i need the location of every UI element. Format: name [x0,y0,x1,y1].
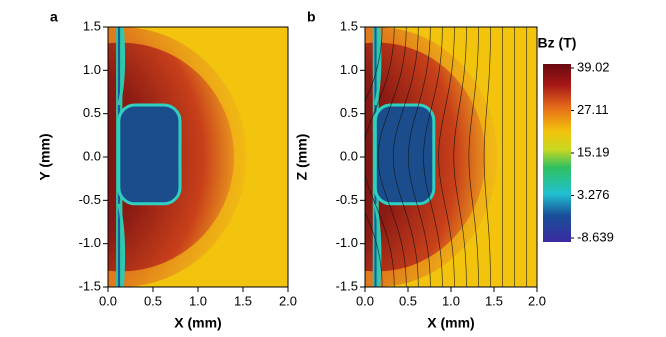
x-tick-label: 2.0 [279,293,297,308]
y-tick-label: 0.5 [340,105,358,120]
y-tick-label: -1.5 [79,278,101,293]
field-line [392,27,419,287]
heatmap-field [108,27,288,287]
field-line [438,27,455,287]
x-axis-label: X (mm) [174,315,221,331]
y-tick-label: 1.5 [340,18,358,33]
y-tick-label: -1.0 [336,235,358,250]
x-axis-label: X (mm) [427,315,474,331]
colorbar-tick-label: 3.276 [577,187,610,202]
panel-label: b [307,9,316,25]
y-axis-label: Y (mm) [37,133,53,180]
colorbar [543,64,571,242]
colorbar-title: Bz (T) [538,35,577,51]
colorbar-tick-label: 15.19 [577,144,610,159]
y-axis-label: Z (mm) [294,134,310,181]
x-tick-label: 1.0 [442,293,460,308]
y-tick-label: 1.0 [83,62,101,77]
panel-label: a [50,9,58,25]
field-cavity [117,103,182,206]
x-tick-label: 1.5 [234,293,252,308]
y-tick-label: 1.5 [83,18,101,33]
y-tick-label: 0.5 [83,105,101,120]
field-line [377,27,407,287]
x-tick-label: 0.5 [144,293,162,308]
field-neck [117,27,126,287]
field-line [453,27,467,287]
x-tick-label: 0.0 [99,293,117,308]
field-line [468,27,479,287]
colorbar-tick-label: 39.02 [577,59,610,74]
x-tick-label: 1.5 [485,293,503,308]
field-line [365,27,395,287]
y-tick-label: 0.0 [83,148,101,163]
colorbar-tick-label: 27.11 [577,102,609,117]
x-tick-label: 0.5 [399,293,417,308]
y-tick-label: 0.0 [340,148,358,163]
y-tick-label: 1.0 [340,62,358,77]
heatmap-field [365,27,537,287]
y-tick-label: -0.5 [336,192,358,207]
y-tick-label: -1.0 [79,235,101,250]
field-line [407,27,431,287]
field-line [483,27,491,287]
colorbar-tick-label: -8.639 [577,229,614,244]
field-line [365,27,383,287]
y-tick-label: -1.5 [336,278,358,293]
x-tick-label: 0.0 [356,293,374,308]
field-neck [373,27,382,287]
field-line [423,27,443,287]
x-tick-label: 1.0 [189,293,207,308]
y-tick-label: -0.5 [79,192,101,207]
x-tick-label: 2.0 [528,293,546,308]
